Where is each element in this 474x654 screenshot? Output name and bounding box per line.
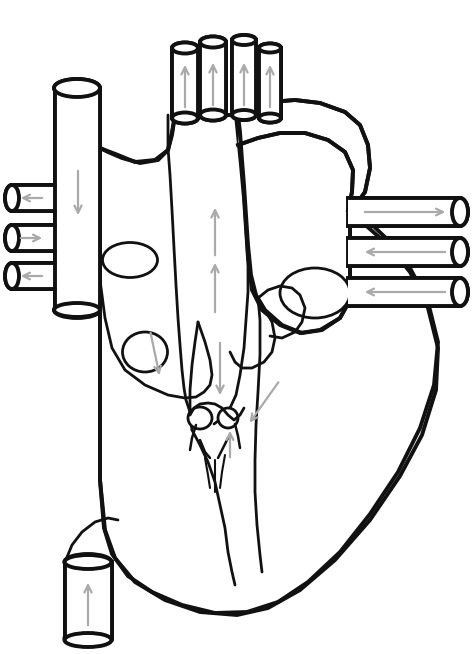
Polygon shape xyxy=(348,238,460,266)
Ellipse shape xyxy=(232,110,256,120)
Polygon shape xyxy=(232,40,256,115)
Ellipse shape xyxy=(64,555,111,569)
Polygon shape xyxy=(348,238,460,266)
Ellipse shape xyxy=(200,37,226,48)
Polygon shape xyxy=(172,48,198,118)
Ellipse shape xyxy=(452,238,468,266)
Polygon shape xyxy=(12,263,55,289)
Polygon shape xyxy=(232,40,256,115)
Ellipse shape xyxy=(5,225,19,251)
Polygon shape xyxy=(348,278,460,306)
Ellipse shape xyxy=(5,225,19,251)
Ellipse shape xyxy=(54,79,100,97)
Polygon shape xyxy=(55,88,100,310)
Ellipse shape xyxy=(64,554,111,570)
Ellipse shape xyxy=(64,633,111,647)
Ellipse shape xyxy=(5,263,19,289)
Ellipse shape xyxy=(172,43,198,54)
Polygon shape xyxy=(200,42,226,115)
Polygon shape xyxy=(172,48,198,118)
Ellipse shape xyxy=(200,109,226,120)
Ellipse shape xyxy=(259,44,281,52)
Polygon shape xyxy=(12,225,55,251)
Ellipse shape xyxy=(259,114,281,122)
Ellipse shape xyxy=(200,109,226,120)
Ellipse shape xyxy=(280,268,350,318)
Polygon shape xyxy=(65,562,112,638)
Polygon shape xyxy=(12,263,55,289)
Ellipse shape xyxy=(5,263,19,289)
Ellipse shape xyxy=(452,238,468,266)
Polygon shape xyxy=(200,42,226,115)
Ellipse shape xyxy=(452,278,468,306)
Polygon shape xyxy=(12,185,55,211)
Ellipse shape xyxy=(232,35,256,45)
Polygon shape xyxy=(259,48,281,118)
Polygon shape xyxy=(238,100,370,210)
Ellipse shape xyxy=(452,198,468,226)
Polygon shape xyxy=(55,88,100,310)
Polygon shape xyxy=(12,185,55,211)
Ellipse shape xyxy=(172,43,198,54)
Ellipse shape xyxy=(218,408,238,428)
Polygon shape xyxy=(348,278,460,306)
Ellipse shape xyxy=(232,35,256,45)
Ellipse shape xyxy=(188,407,212,429)
Polygon shape xyxy=(100,115,438,615)
Ellipse shape xyxy=(54,79,100,97)
Ellipse shape xyxy=(232,110,256,120)
Ellipse shape xyxy=(200,37,226,48)
Ellipse shape xyxy=(5,185,19,211)
Ellipse shape xyxy=(5,185,19,211)
Ellipse shape xyxy=(259,44,281,52)
Ellipse shape xyxy=(259,114,281,122)
Ellipse shape xyxy=(102,243,157,277)
Polygon shape xyxy=(348,198,460,226)
Ellipse shape xyxy=(172,112,198,124)
Polygon shape xyxy=(65,562,112,640)
Polygon shape xyxy=(259,48,281,118)
Ellipse shape xyxy=(452,278,468,306)
Ellipse shape xyxy=(172,112,198,124)
Ellipse shape xyxy=(64,630,111,646)
Polygon shape xyxy=(12,225,55,251)
Ellipse shape xyxy=(452,198,468,226)
Polygon shape xyxy=(348,198,460,226)
Ellipse shape xyxy=(54,303,100,317)
Ellipse shape xyxy=(122,332,167,372)
Ellipse shape xyxy=(54,302,100,318)
